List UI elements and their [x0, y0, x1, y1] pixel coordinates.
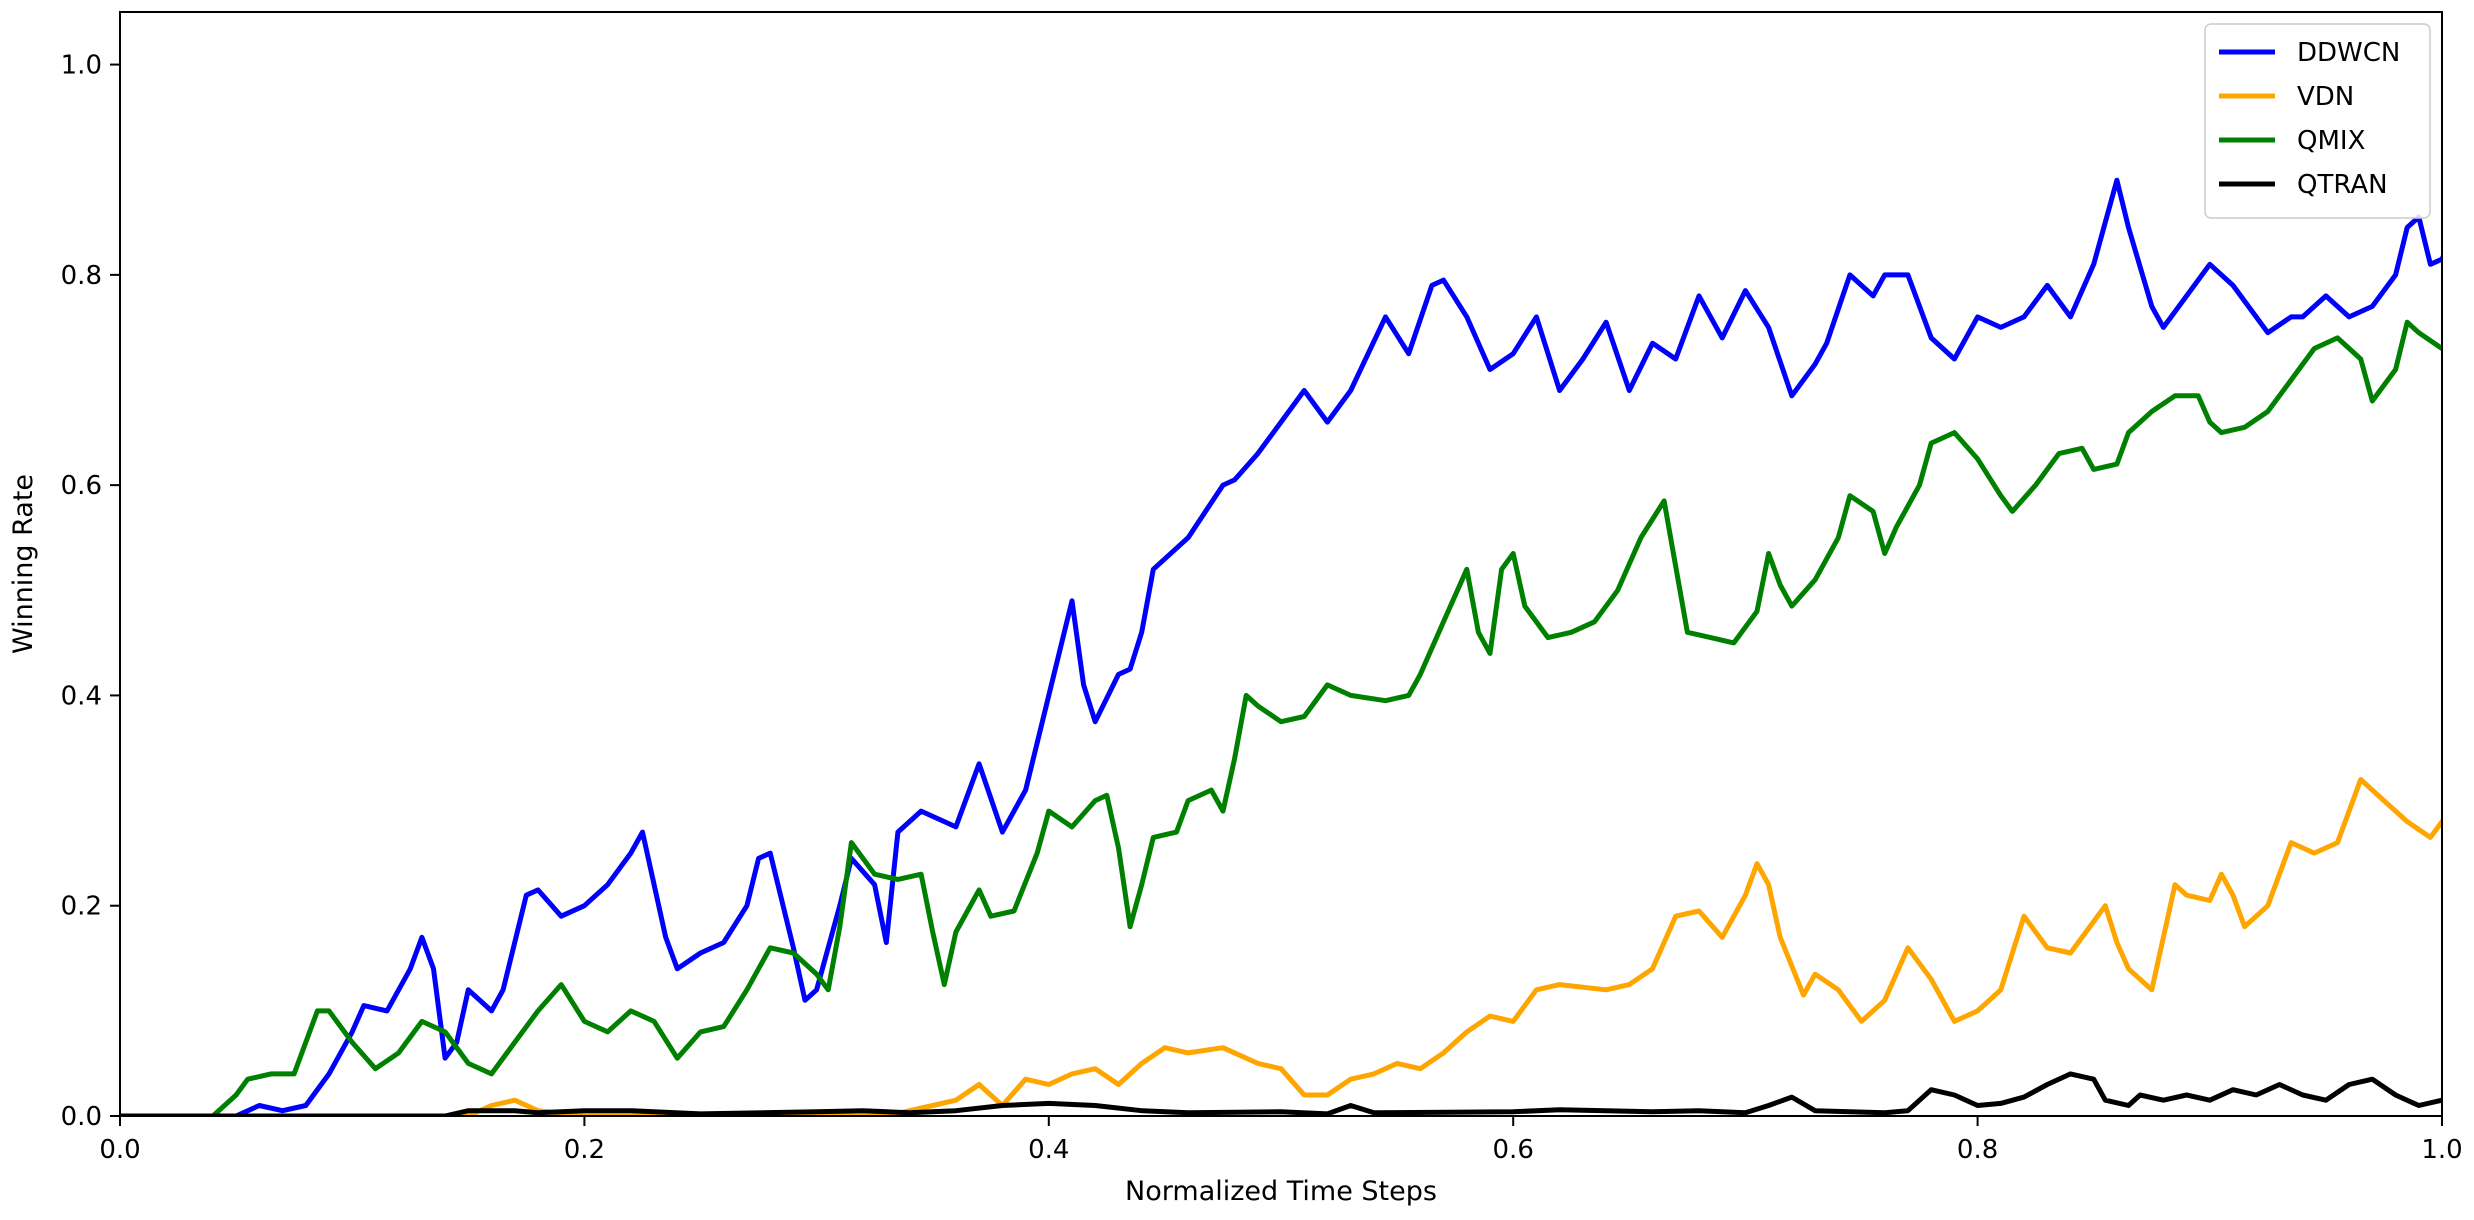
legend-entry-vdn: VDN — [2219, 82, 2354, 112]
legend-entry-qtran: QTRAN — [2219, 170, 2388, 200]
x-axis-ticks: 0.0 0.2 0.4 0.6 0.8 1.0 — [99, 1116, 2463, 1165]
y-axis-label: Winning Rate — [8, 474, 39, 654]
series-line-vdn — [120, 777, 2442, 1116]
series-line-qmix — [120, 319, 2442, 1116]
series-line-qtran — [120, 1071, 2442, 1116]
legend-entry-ddwcn: DDWCN — [2219, 38, 2400, 68]
legend-label-qmix: QMIX — [2297, 126, 2365, 156]
legend: DDWCN VDN QMIX QTRAN — [2204, 23, 2431, 219]
y-axis-ticks: 0.0 0.2 0.4 0.6 0.8 1.0 — [61, 51, 120, 1132]
legend-box — [2204, 23, 2431, 219]
series-line-ddwcn — [120, 177, 2442, 1116]
plot-frame — [119, 11, 2443, 1117]
legend-label-qtran: QTRAN — [2297, 170, 2388, 200]
x-tick-label: 0.8 — [1957, 1135, 1998, 1165]
y-tick-label: 0.0 — [61, 1102, 102, 1132]
x-tick-label: 0.4 — [1028, 1135, 1069, 1165]
y-tick-label: 1.0 — [61, 51, 102, 81]
x-tick-label: 0.0 — [99, 1135, 140, 1165]
axes — [119, 11, 2443, 1117]
y-tick-label: 0.6 — [61, 471, 102, 501]
legend-label-ddwcn: DDWCN — [2297, 38, 2400, 68]
y-tick-label: 0.2 — [61, 892, 102, 922]
y-tick-label: 0.4 — [61, 681, 102, 711]
y-tick-label: 0.8 — [61, 261, 102, 291]
series-layer — [120, 177, 2442, 1116]
x-axis-label: Normalized Time Steps — [1125, 1176, 1437, 1207]
x-tick-label: 0.6 — [1493, 1135, 1534, 1165]
legend-label-vdn: VDN — [2297, 82, 2354, 112]
x-tick-label: 0.2 — [564, 1135, 605, 1165]
x-tick-label: 1.0 — [2421, 1135, 2462, 1165]
legend-entry-qmix: QMIX — [2219, 126, 2365, 156]
